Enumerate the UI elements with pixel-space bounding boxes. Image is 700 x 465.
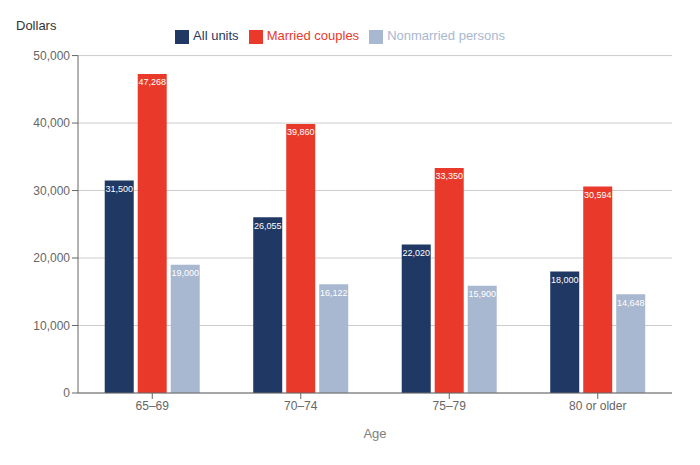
- svg-text:70–74: 70–74: [284, 399, 318, 413]
- svg-text:26,055: 26,055: [254, 221, 282, 231]
- svg-text:50,000: 50,000: [33, 49, 70, 63]
- svg-text:Age: Age: [363, 426, 386, 441]
- svg-text:80 or older: 80 or older: [569, 399, 626, 413]
- svg-text:18,000: 18,000: [551, 275, 579, 285]
- svg-text:47,268: 47,268: [138, 77, 166, 87]
- html-text:Dollars: Dollars: [16, 18, 57, 33]
- html-text:Married couples: Married couples: [266, 28, 360, 43]
- svg-text:75–79: 75–79: [433, 399, 467, 413]
- svg-text:15,900: 15,900: [468, 289, 496, 299]
- svg-text:10,000: 10,000: [33, 319, 70, 333]
- svg-text:22,020: 22,020: [402, 248, 430, 258]
- svg-text:19,000: 19,000: [171, 268, 199, 278]
- svg-text:33,350: 33,350: [435, 171, 463, 181]
- svg-text:0: 0: [63, 386, 70, 400]
- svg-text:39,860: 39,860: [287, 127, 315, 137]
- svg-text:30,594: 30,594: [584, 190, 612, 200]
- svg-text:20,000: 20,000: [33, 251, 70, 265]
- html-text:All units: All units: [193, 28, 239, 43]
- svg-text:30,000: 30,000: [33, 184, 70, 198]
- svg-text:40,000: 40,000: [33, 116, 70, 130]
- svg-text:16,122: 16,122: [320, 288, 348, 298]
- svg-text:31,500: 31,500: [105, 184, 133, 194]
- svg-text:65–69: 65–69: [136, 399, 170, 413]
- svg-text:14,648: 14,648: [617, 298, 645, 308]
- html-text:Nonmarried persons: Nonmarried persons: [387, 28, 505, 43]
